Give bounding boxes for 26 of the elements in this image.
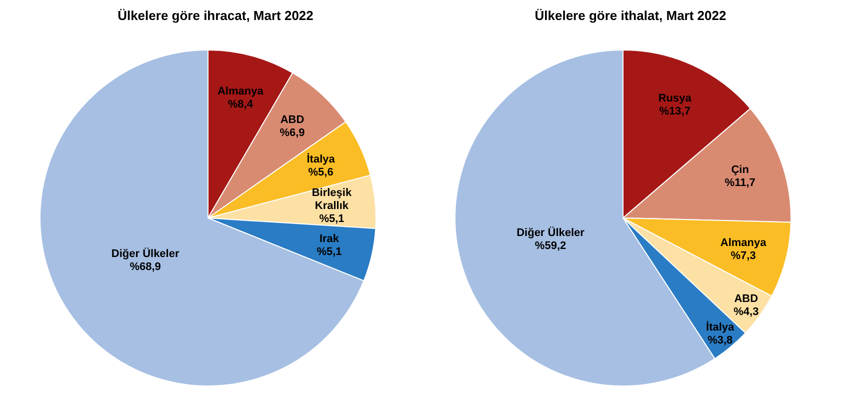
slice-label: Birleşik Krallık — [312, 186, 352, 212]
slice-label: Irak — [319, 233, 340, 245]
data-label: %5,6 — [308, 166, 334, 178]
data-label: %8,4 — [228, 98, 254, 110]
slice-label: Diğer Ülkeler — [111, 246, 180, 260]
slice-label: Rusya — [658, 92, 692, 105]
data-label: %7,3 — [730, 250, 756, 262]
data-label: %11,7 — [724, 176, 756, 189]
slice-label: Çin — [731, 164, 750, 176]
slice-label: ABD — [280, 114, 304, 126]
slice-label: İtalya — [706, 320, 736, 334]
data-label: %6,9 — [280, 127, 305, 140]
slice-label: İtalya — [306, 152, 336, 166]
data-label: %5,1 — [316, 246, 342, 258]
data-label: %13,7 — [659, 106, 690, 118]
slice-label: Almanya — [720, 236, 768, 249]
slice-label: Almanya — [218, 85, 264, 98]
data-label: %3,8 — [708, 334, 733, 346]
slice-label: Diğer Ülkeler — [516, 226, 586, 240]
data-label: %5,1 — [319, 212, 344, 225]
slice-label: ABD — [734, 293, 758, 306]
chart-title: Ülkelere göre ihracat, Mart 2022 — [116, 8, 314, 23]
data-label: %59,2 — [534, 240, 566, 252]
data-label: %68,9 — [130, 260, 161, 273]
data-label: %4,3 — [734, 306, 759, 318]
chart-title: Ülkelere göre ithalat, Mart 2022 — [534, 8, 728, 23]
